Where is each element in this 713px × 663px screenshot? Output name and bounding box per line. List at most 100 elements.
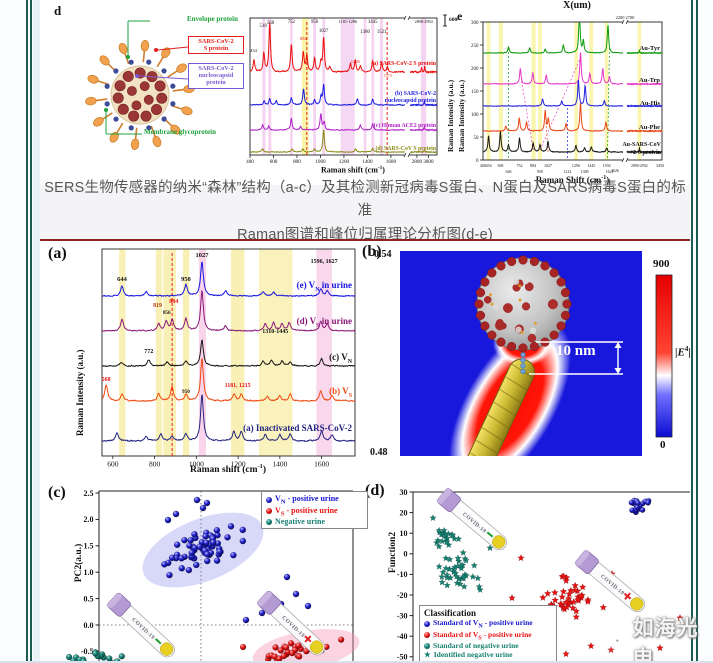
annotation-text: 518 <box>260 24 268 29</box>
figure3-panel-c-pca-scatter: 2.5 2.0 1.5 1.0 0.5 0.0 -0.5 COVID-19 COVID-19 VN… <box>40 478 368 663</box>
virus-render <box>474 255 572 353</box>
highlight-band <box>182 249 190 456</box>
annotation-text: 1027 <box>544 163 552 168</box>
gap-annotation <box>529 341 623 375</box>
figure2-panel-a-raman-spectra: 600 800 1000 1200 1400 1600 644 950 1027 819 884 85… <box>40 241 360 478</box>
negative-star-cluster-2 <box>435 548 484 594</box>
svg-text:-10: -10 <box>397 570 408 579</box>
svg-text:1400: 1400 <box>272 460 287 469</box>
watermark-text: 如海光电 <box>632 617 699 663</box>
annotation-text: 856 <box>163 310 171 316</box>
svg-text:1200: 1200 <box>231 460 246 469</box>
membrane-protein-dot <box>170 101 176 107</box>
annotation-text: 1380 <box>581 169 589 174</box>
highlight-band <box>498 22 503 160</box>
annotation-text: 1310-1445 <box>262 329 288 335</box>
figure-caption: SERS生物传感器的纳米“森林”结构（a-c）及其检测新冠病毒S蛋白、N蛋白及S… <box>40 180 690 243</box>
svg-text:2800: 2800 <box>412 159 423 165</box>
annotation-text: 819 <box>153 303 162 309</box>
highlight-band <box>258 249 293 456</box>
linker-chain <box>520 351 526 358</box>
spike-protein <box>130 138 140 150</box>
spike-protein <box>176 63 187 73</box>
membrane-protein-dot <box>146 59 152 65</box>
annotation-text: 1521 <box>377 30 387 35</box>
svg-text:1600: 1600 <box>314 460 329 469</box>
spike-protein <box>152 135 162 148</box>
svg-text:-0.5: -0.5 <box>81 647 94 656</box>
membrane-protein-dot <box>113 68 119 74</box>
spectrum-sars-cov-2-s-protein <box>249 23 438 75</box>
svg-text:800: 800 <box>149 460 161 469</box>
frame-border-left-outer <box>26 0 28 663</box>
annotation-text: 1445 <box>587 163 595 168</box>
annotation-text: 1596, 1627 <box>311 259 338 265</box>
spike-protein <box>87 74 99 84</box>
watermark: 如海光电 <box>594 612 713 663</box>
spectrum-human-ace2-protein <box>249 113 438 132</box>
annotation-text: 1592 <box>603 163 611 168</box>
svg-text:20: 20 <box>400 508 408 517</box>
annotation-text: 1296 <box>351 59 361 64</box>
highlight-band <box>313 18 316 155</box>
spectrum-inactivated-sars-cov-2 <box>101 394 356 443</box>
field-map <box>400 251 642 456</box>
svg-text:200: 200 <box>471 67 479 72</box>
membrane-protein-dot <box>146 125 152 131</box>
spike-protein <box>161 47 171 59</box>
annotation-text: 1027 <box>319 29 329 34</box>
annotation-text: 1445 <box>368 20 378 25</box>
svg-text:100: 100 <box>471 113 479 118</box>
spike-protein <box>93 117 104 127</box>
figure1-sers-structure: Envelope protein SARS-CoV-2 S protein SARS-… <box>40 0 690 185</box>
spectrum-au-tyr <box>482 22 663 55</box>
annotation-text: 2890-2954 <box>631 164 648 168</box>
svg-text:600: 600 <box>270 159 278 165</box>
highlight-band <box>637 22 642 160</box>
svg-text:10: 10 <box>400 529 408 538</box>
annotation-text: 1181-1286 <box>339 19 358 24</box>
annotation-text: 884 <box>169 299 178 305</box>
scatter-outliers <box>164 496 312 624</box>
nucleocapsid-blob <box>114 80 126 92</box>
annotation-text: 884 <box>530 163 536 168</box>
membrane-protein-dot <box>104 83 110 89</box>
figure3-panel-d-lda-scatter: 30 20 10 0 -10 -20 -30 -40 -50 COVID-19 COVID-19 Cl… <box>360 478 690 663</box>
spectrum-vn <box>101 339 356 368</box>
svg-text:30: 30 <box>400 488 408 497</box>
legend-item: Negative urine <box>266 517 363 526</box>
svg-text:300: 300 <box>471 21 479 26</box>
annotation-text: -2 S protein <box>631 150 662 156</box>
highlight-band <box>231 249 245 456</box>
svg-text:2.0: 2.0 <box>84 515 94 524</box>
membrane-protein-dot <box>161 68 167 74</box>
annotation-text: 568 <box>102 377 111 383</box>
minus-sign <box>486 531 494 538</box>
spectrum-sars-cov-2-n-protein <box>249 83 438 107</box>
svg-text:150: 150 <box>471 90 479 95</box>
svg-text:50: 50 <box>474 136 480 141</box>
legend-item: Standard of VS - positive urine <box>424 630 552 641</box>
svg-text:0: 0 <box>404 550 408 559</box>
membrane-protein-dot <box>104 101 110 107</box>
annotation-text: Au-Tyr <box>640 45 661 52</box>
annotation-text: 568 <box>497 163 503 168</box>
annotation-text: 854 <box>300 36 308 41</box>
highlight-band <box>119 249 126 456</box>
annotation-text: (d) SARS-CoV S protein <box>375 145 436 152</box>
svg-text:-50: -50 <box>397 653 408 662</box>
annotation-text: 1570 <box>383 73 391 78</box>
highlight-band <box>379 18 384 155</box>
legend-item: Standard of negative urine <box>424 641 552 650</box>
annotation-text: 2890-2954 <box>415 19 434 24</box>
figure2-detection: 600 800 1000 1200 1400 1600 644 950 1027 819 884 85… <box>40 239 691 478</box>
page-bottom-edge <box>0 661 713 663</box>
highlight-band <box>301 18 309 155</box>
svg-text:400: 400 <box>246 159 254 165</box>
figure1-panel-d-raman-spectra: 400 600 800 1000 1200 1400 1600 2800 3000 518 568 7… <box>240 0 458 185</box>
highlight-band <box>574 22 578 160</box>
svg-text:1000: 1000 <box>315 159 326 165</box>
annotation-text: 772 <box>144 349 153 355</box>
